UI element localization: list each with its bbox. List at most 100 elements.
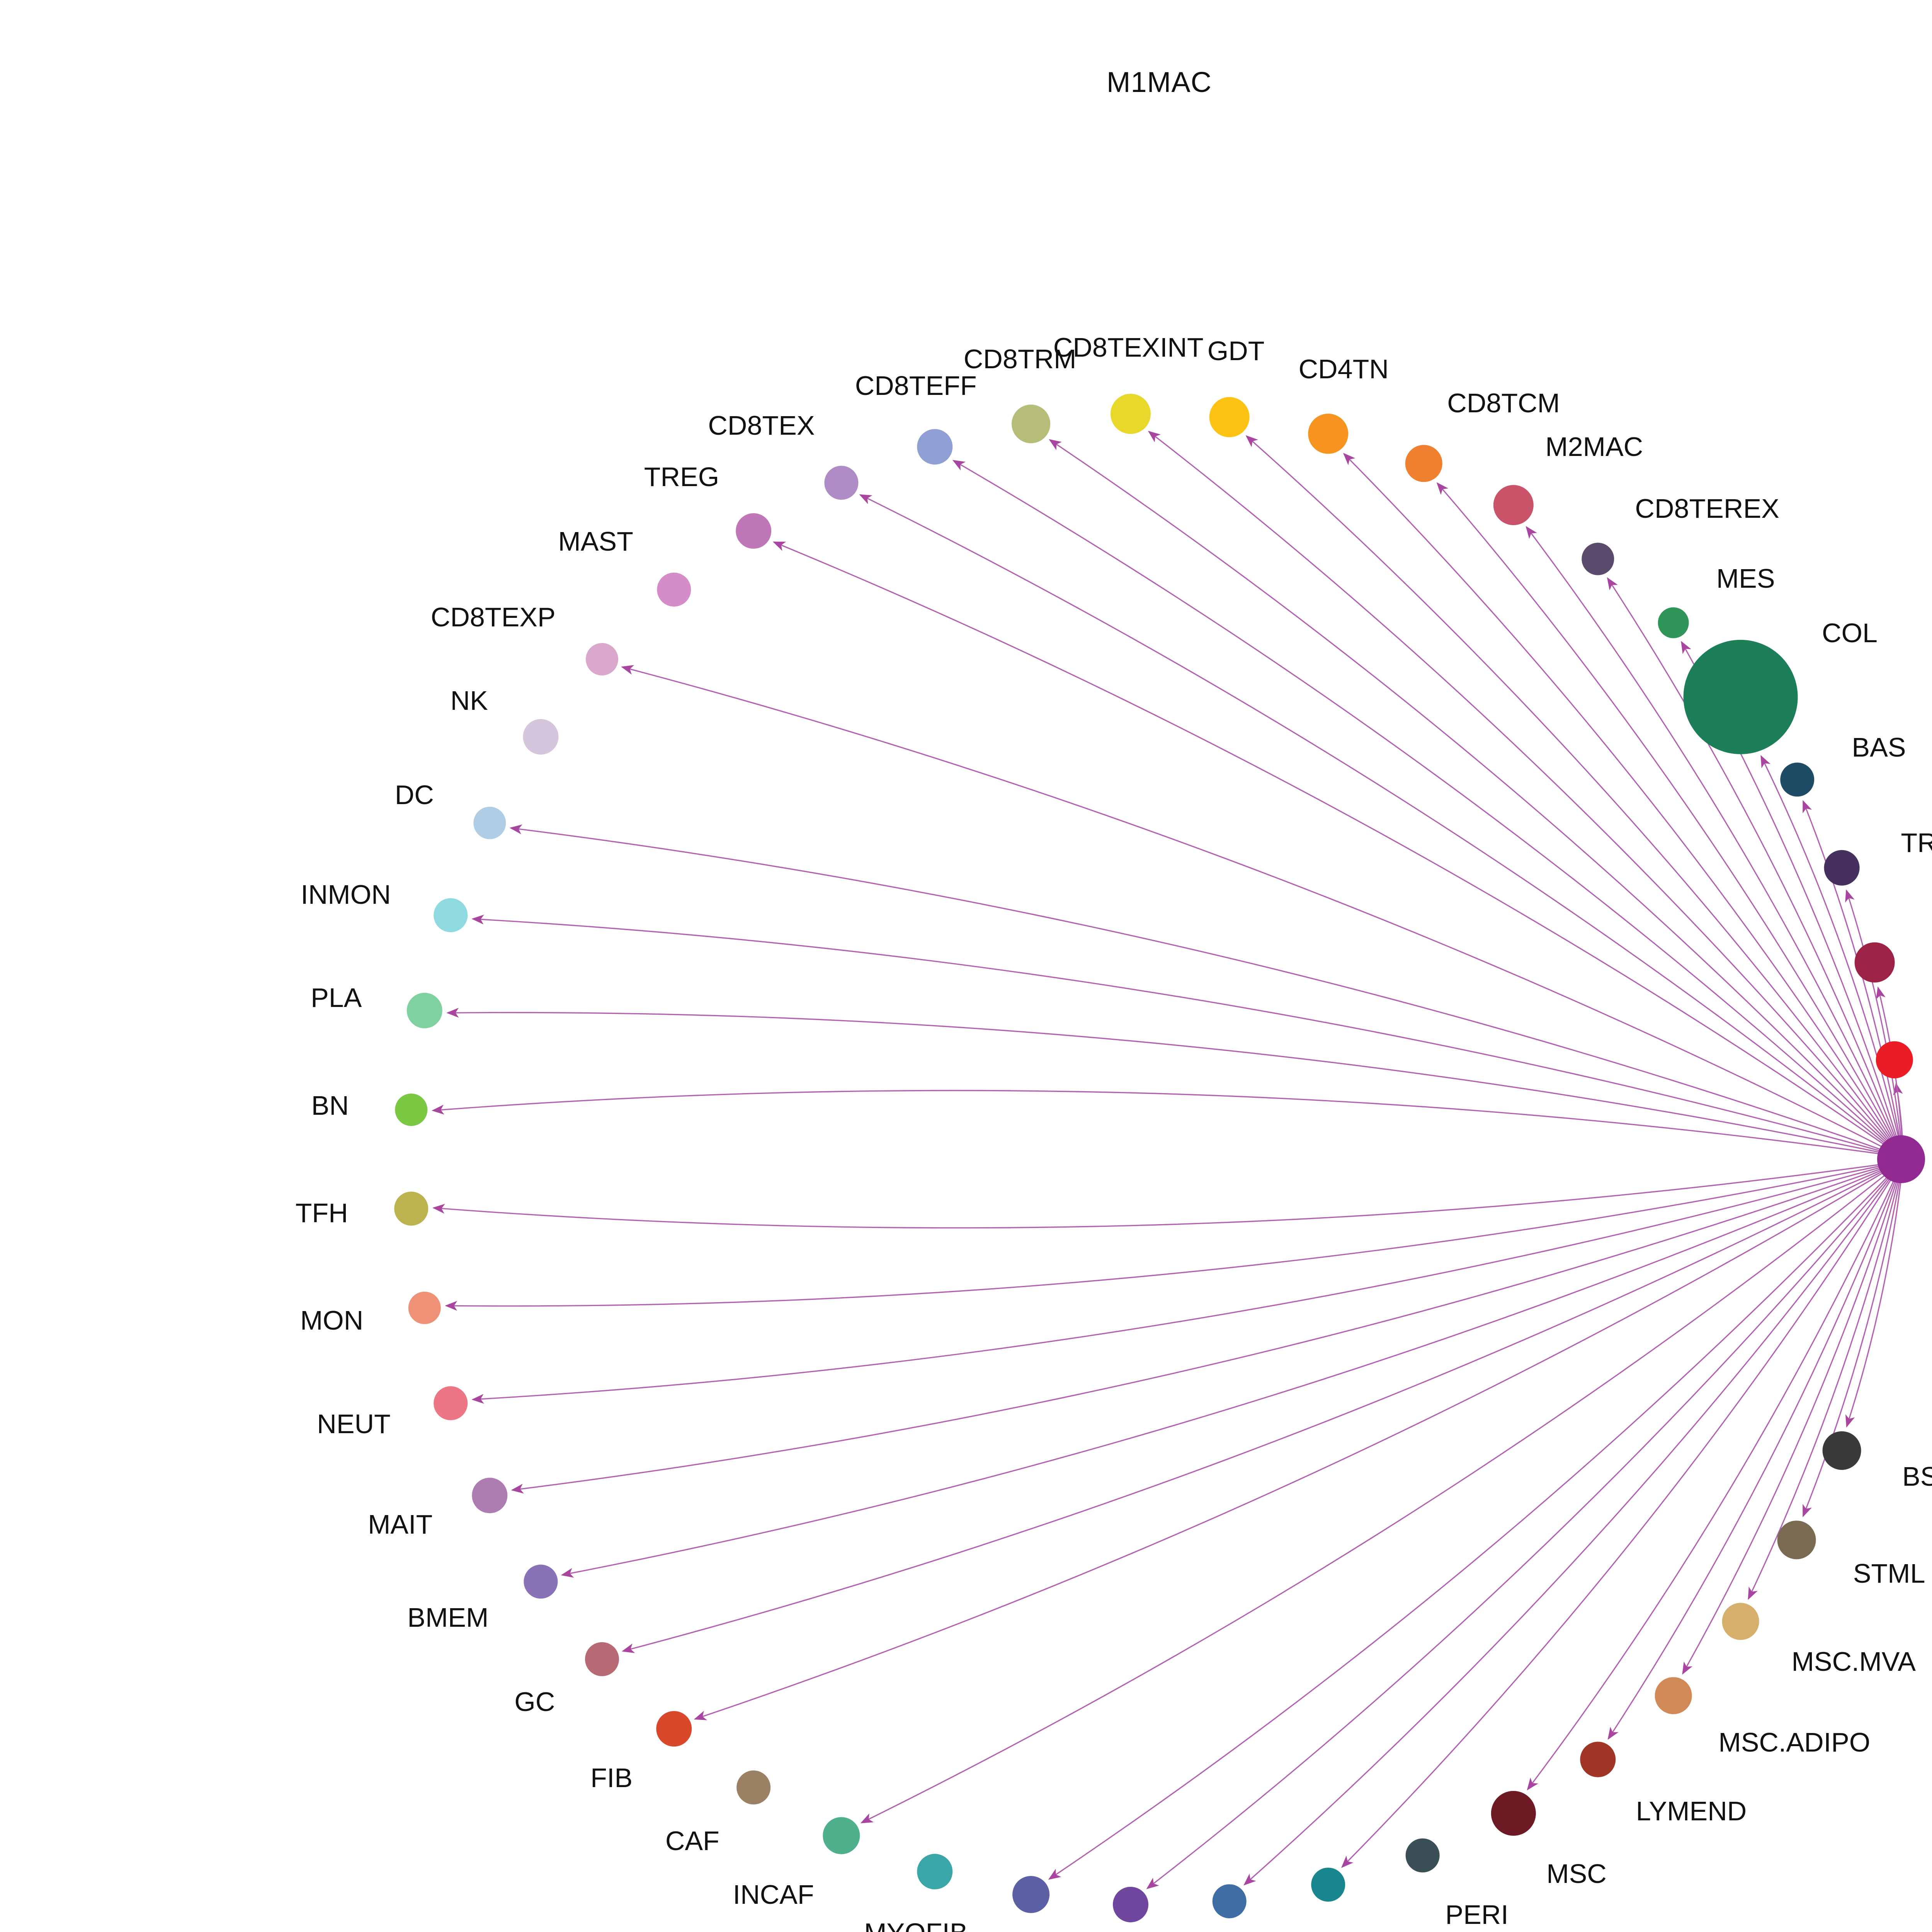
node-label-nk: NK xyxy=(450,685,488,716)
edge-m1mac-to-mon xyxy=(445,1156,1924,1311)
edge-layer xyxy=(432,430,1924,1889)
node-label-gdt: GDT xyxy=(1207,336,1265,366)
node-label-mast: MAST xyxy=(558,526,633,556)
edge-m1mac-to-bas xyxy=(1803,800,1908,1181)
node-bas[interactable] xyxy=(1780,762,1815,797)
edge-m1mac-to-bmem xyxy=(561,1152,1923,1578)
node-end[interactable] xyxy=(1012,1876,1050,1913)
node-label-bsm: BSM xyxy=(1902,1461,1932,1492)
edge-m1mac-to-bn xyxy=(432,1090,1924,1161)
node-label-peri: PERI xyxy=(1445,1899,1509,1930)
page-title: M1MAC xyxy=(1106,66,1212,98)
edge-m1mac-to-cd8tcm xyxy=(1436,482,1915,1178)
edge-m1mac-to-cd8texint xyxy=(1148,430,1918,1175)
node-label-cd8terex: CD8TEREX xyxy=(1635,493,1779,524)
node-label-tfh: TFH xyxy=(295,1197,348,1228)
edge-m1mac-to-incaf xyxy=(860,1146,1920,1823)
edge-m1mac-to-msc.adipo xyxy=(1682,1138,1911,1675)
node-cd8terex[interactable] xyxy=(1582,543,1614,575)
node-stm[interactable] xyxy=(1876,1041,1913,1078)
node-label-m2mac: M2MAC xyxy=(1545,432,1643,462)
node-label-trans: TRANS xyxy=(1901,828,1932,858)
edge-m1mac-to-dc xyxy=(509,824,1923,1165)
node-treg[interactable] xyxy=(736,513,772,549)
node-pla[interactable] xyxy=(406,993,442,1029)
node-label-gc: GC xyxy=(514,1686,555,1717)
edge-m1mac-to-treg xyxy=(772,541,1921,1171)
node-label-msc-adipo: MSC.ADIPO xyxy=(1718,1727,1871,1758)
node-gdt[interactable] xyxy=(1209,397,1250,437)
edge-m1mac-to-pla xyxy=(446,1008,1924,1162)
node-bsm[interactable] xyxy=(1822,1431,1861,1470)
node-msc-mva[interactable] xyxy=(1722,1603,1759,1640)
node-neut[interactable] xyxy=(434,1386,468,1420)
node-label-pla: PLA xyxy=(311,983,362,1013)
node-msc-adipo[interactable] xyxy=(1655,1677,1692,1714)
node-inmon[interactable] xyxy=(434,898,468,932)
node-bmem[interactable] xyxy=(524,1565,558,1599)
node-peri[interactable] xyxy=(1405,1838,1440,1872)
node-nk[interactable] xyxy=(523,719,559,755)
node-cd8texp[interactable] xyxy=(585,643,618,676)
node-label-cd4tn: CD4TN xyxy=(1298,354,1389,384)
node-m1mac[interactable] xyxy=(1877,1135,1925,1183)
node-label-msc-mva: MSC.MVA xyxy=(1791,1646,1916,1677)
edge-m1mac-to-inmon xyxy=(471,914,1923,1164)
node-label-cd8teff: CD8TEFF xyxy=(855,370,977,401)
edge-m1mac-to-tfh xyxy=(432,1158,1924,1229)
node-cd8tcm[interactable] xyxy=(1405,445,1442,482)
node-cd8trm[interactable] xyxy=(1012,405,1051,444)
edge-m1mac-to-col xyxy=(1760,755,1909,1181)
node-label-inmon: INMON xyxy=(301,879,391,910)
edge-m1mac-to-stml xyxy=(1802,1137,1908,1517)
edge-m1mac-to-m2mac xyxy=(1526,526,1913,1179)
node-label-cd8texint: CD8TEXINT xyxy=(1053,332,1204,363)
node-label-mait: MAIT xyxy=(368,1509,433,1540)
node-ker[interactable] xyxy=(1854,942,1895,983)
node-label-msc: MSC xyxy=(1546,1859,1607,1889)
edge-m1mac-to-msc xyxy=(1527,1139,1913,1791)
node-stml[interactable] xyxy=(1777,1520,1816,1560)
node-cd8tex[interactable] xyxy=(824,466,859,500)
node-dc[interactable] xyxy=(473,806,506,839)
node-icaf[interactable] xyxy=(1113,1886,1149,1922)
edge-m1mac-to-mait xyxy=(511,1153,1923,1494)
node-label-caf: CAF xyxy=(665,1826,719,1856)
node-bn[interactable] xyxy=(395,1094,428,1126)
edge-m1mac-to-msc.mva xyxy=(1748,1138,1909,1600)
node-m2mac[interactable] xyxy=(1493,485,1534,526)
node-ecm[interactable] xyxy=(1311,1867,1345,1902)
node-cd8teff[interactable] xyxy=(917,429,953,465)
node-mva[interactable] xyxy=(1212,1884,1247,1918)
edge-m1mac-to-gc xyxy=(622,1150,1922,1653)
node-incaf[interactable] xyxy=(823,1817,860,1854)
node-label-cd8tcm: CD8TCM xyxy=(1447,388,1560,418)
node-label-col: COL xyxy=(1821,617,1878,648)
edge-m1mac-to-cd8teff xyxy=(952,460,1920,1173)
node-mes[interactable] xyxy=(1658,607,1689,638)
node-label-cd8texp: CD8TEXP xyxy=(430,602,556,633)
node-myofib[interactable] xyxy=(917,1854,953,1889)
node-msc[interactable] xyxy=(1491,1791,1536,1836)
node-cd4tn[interactable] xyxy=(1308,413,1349,454)
node-label-bn: BN xyxy=(311,1090,349,1121)
edge-m1mac-to-gdt xyxy=(1245,435,1917,1176)
edge-m1mac-to-cd8tex xyxy=(859,494,1920,1172)
node-lymend[interactable] xyxy=(1580,1742,1616,1777)
edge-m1mac-to-cd4tn xyxy=(1343,453,1916,1177)
node-label-treg: TREG xyxy=(644,462,719,492)
node-cd8texint[interactable] xyxy=(1111,394,1151,434)
node-tfh[interactable] xyxy=(394,1191,429,1226)
node-fib[interactable] xyxy=(656,1711,692,1747)
node-trans[interactable] xyxy=(1824,850,1860,886)
node-mait[interactable] xyxy=(472,1478,508,1514)
node-gc[interactable] xyxy=(585,1642,619,1676)
node-mon[interactable] xyxy=(408,1291,441,1324)
node-mast[interactable] xyxy=(657,572,691,607)
node-caf[interactable] xyxy=(736,1770,771,1804)
node-label-myofib: MYOFIB xyxy=(864,1919,968,1932)
node-col[interactable] xyxy=(1683,639,1798,754)
edge-m1mac-to-ecm xyxy=(1341,1141,1916,1868)
